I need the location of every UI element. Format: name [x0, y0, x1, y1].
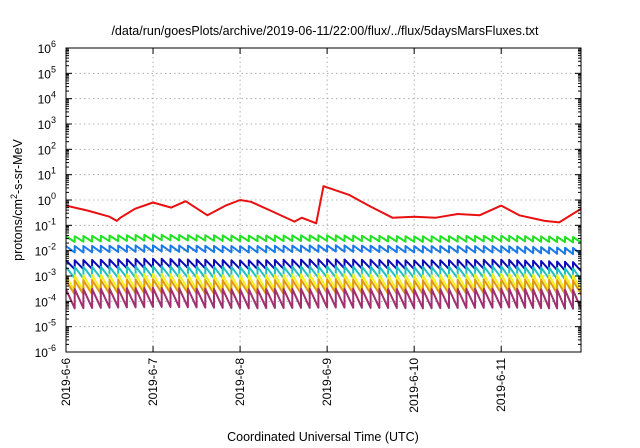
- y-tick-label: 103: [38, 115, 56, 132]
- y-tick-base: 10: [38, 118, 52, 132]
- y-axis-label-superscript: 2: [9, 194, 19, 199]
- y-axis-label: protons/cm2-s-sr-MeV: [9, 138, 25, 260]
- y-tick-base: 10: [35, 219, 49, 233]
- y-tick-label: 100: [38, 191, 56, 208]
- y-tick-base: 10: [38, 42, 52, 56]
- y-tick-base: 10: [35, 295, 49, 309]
- y-tick-label: 10-6: [35, 343, 56, 360]
- y-tick-base: 10: [38, 67, 52, 81]
- y-tick-base: 10: [38, 143, 52, 157]
- y-tick-exponent: 4: [51, 90, 56, 100]
- y-tick-exponent: 0: [51, 191, 56, 201]
- y-tick-base: 10: [35, 321, 49, 335]
- y-tick-label: 106: [38, 39, 56, 56]
- x-tick-labels: 2019-6-6 2019-6-7 2019-6-8 2019-6-9 2019-6-1…: [59, 358, 508, 413]
- y-axis-label-units: -s-sr-MeV: [11, 138, 25, 194]
- plot-frame: [65, 47, 582, 353]
- x-tick-label: 2019-6-9: [320, 358, 334, 406]
- y-tick-base: 10: [38, 194, 52, 208]
- y-tick-exponent: -2: [48, 242, 56, 252]
- y-tick-label: 10-5: [35, 318, 56, 335]
- y-tick-exponent: 5: [51, 64, 56, 74]
- y-tick-exponent: -1: [48, 216, 56, 226]
- y-tick-base: 10: [35, 270, 49, 284]
- series-line: [66, 185, 581, 225]
- y-tick-label: 101: [38, 166, 56, 183]
- y-tick-base: 10: [38, 93, 52, 107]
- y-tick-label: 10-4: [35, 292, 56, 309]
- y-tick-label: 10-1: [35, 216, 56, 233]
- y-tick-label: 10-3: [35, 267, 56, 284]
- series-line: [66, 233, 581, 244]
- y-tick-base: 10: [38, 169, 52, 183]
- y-tick-exponent: -6: [48, 343, 56, 353]
- y-tick-base: 10: [35, 245, 49, 259]
- y-tick-exponent: 6: [51, 39, 56, 49]
- y-tick-label: 102: [38, 140, 56, 157]
- series-group: [66, 185, 581, 310]
- x-tick-label: 2019-6-11: [494, 358, 508, 412]
- y-axis-label-text: protons/cm: [11, 199, 25, 261]
- y-tick-label: 104: [38, 90, 56, 107]
- x-tick-label: 2019-6-7: [146, 358, 160, 406]
- x-tick-label: 2019-6-10: [407, 358, 421, 413]
- x-tick-label: 2019-6-6: [59, 358, 73, 406]
- y-tick-exponent: 1: [51, 166, 56, 176]
- chart-title: /data/run/goesPlots/archive/2019-06-11/2…: [111, 24, 539, 38]
- y-tick-label: 105: [38, 64, 56, 81]
- x-axis-label: Coordinated Universal Time (UTC): [227, 430, 419, 444]
- y-tick-exponent: 2: [51, 140, 56, 150]
- series-line: [66, 244, 581, 256]
- y-tick-label: 10-2: [35, 242, 56, 259]
- x-tick-label: 2019-6-8: [233, 358, 247, 406]
- series-line: [66, 286, 581, 310]
- y-tick-exponent: -3: [48, 267, 56, 277]
- y-tick-exponent: 3: [51, 115, 56, 125]
- y-tick-exponent: -4: [48, 292, 56, 302]
- y-tick-labels: 10-610-510-410-310-210-11001011021031041…: [35, 39, 56, 360]
- y-tick-base: 10: [35, 346, 49, 360]
- y-tick-exponent: -5: [48, 318, 56, 328]
